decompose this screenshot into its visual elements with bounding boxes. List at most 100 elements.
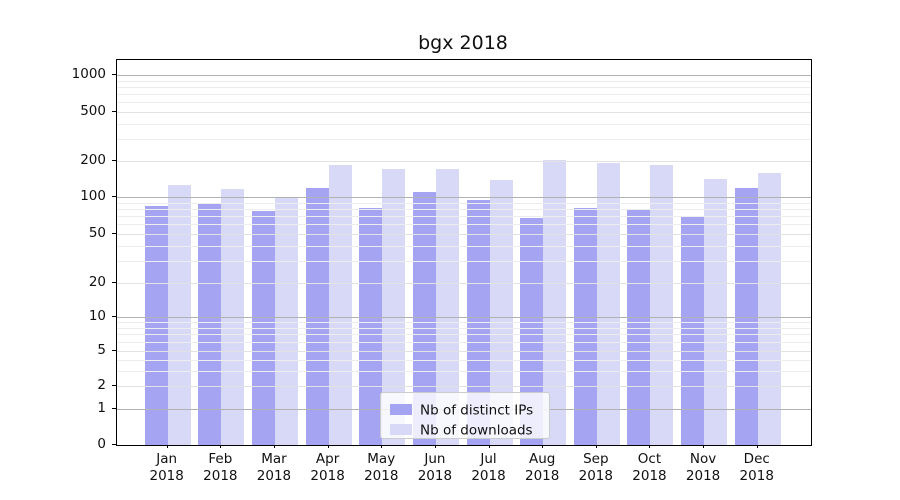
bar-distinct-ips-oct — [627, 208, 651, 445]
x-tick-mark — [649, 444, 651, 448]
bar-distinct-ips-may — [359, 207, 383, 445]
x-tick-year: 2018 — [417, 468, 453, 484]
x-tick-year: 2018 — [524, 468, 560, 484]
bar-distinct-ips-jan — [144, 205, 168, 445]
bar-downloads-oct — [650, 165, 674, 445]
y-tick-label: 500 — [80, 103, 106, 119]
x-tick-year: 2018 — [685, 468, 721, 484]
bar-distinct-ips-feb — [198, 203, 222, 445]
x-tick-mark — [327, 444, 329, 448]
gridline — [117, 216, 811, 218]
gridline — [117, 139, 811, 141]
x-tick-month: Apr — [315, 451, 340, 467]
bar-distinct-ips-apr — [305, 187, 329, 445]
bar-distinct-ips-dec — [734, 187, 758, 445]
x-tick-label-sep: Sep 2018 — [556, 451, 636, 485]
legend-entry-distinct-ips: Nb of distinct IPs — [390, 400, 549, 419]
gridline — [117, 316, 811, 318]
x-tick-label-nov: Nov 2018 — [663, 451, 743, 485]
x-tick-month: Aug — [528, 451, 556, 467]
bars-layer — [117, 60, 811, 445]
x-tick-mark — [488, 444, 490, 448]
y-tick-label: 0 — [97, 436, 106, 452]
x-tick-mark — [703, 444, 705, 448]
gridline — [117, 322, 811, 324]
x-tick-month: Dec — [743, 451, 770, 467]
gridline — [117, 233, 811, 235]
x-tick-label-dec: Dec 2018 — [717, 451, 797, 485]
y-tick-mark — [112, 444, 116, 445]
x-tick-label-aug: Aug 2018 — [502, 451, 582, 485]
y-tick-label: 10 — [88, 307, 106, 324]
y-tick-label: 50 — [88, 224, 106, 241]
y-tick-label: 2 — [97, 377, 106, 394]
y-tick-label: 200 — [80, 151, 106, 168]
x-tick-label-apr: Apr 2018 — [288, 451, 368, 485]
bar-downloads-may — [382, 168, 406, 445]
gridline — [117, 160, 811, 162]
y-tick-label: 1 — [97, 400, 106, 416]
bar-distinct-ips-nov — [681, 216, 705, 445]
gridline — [117, 94, 811, 96]
legend-swatch-distinct-ips — [390, 404, 412, 415]
x-tick-month: Jul — [480, 451, 497, 467]
y-tick-label: 20 — [88, 273, 106, 290]
x-tick-month: Feb — [208, 451, 233, 467]
gridline — [117, 112, 811, 113]
x-tick-year: 2018 — [310, 468, 345, 484]
legend-label-downloads: Nb of downloads — [420, 422, 533, 439]
gridline — [117, 75, 811, 76]
gridline — [117, 359, 811, 361]
gridline — [117, 327, 811, 329]
x-tick-year: 2018 — [632, 468, 667, 484]
x-tick-month: Sep — [583, 451, 609, 467]
x-tick-month: Mar — [261, 451, 287, 467]
bar-downloads-nov — [704, 179, 728, 445]
gridline — [117, 102, 811, 104]
y-tick-mark — [112, 159, 116, 161]
x-tick-label-jan: Jan 2018 — [127, 451, 207, 485]
y-tick-mark — [112, 232, 116, 234]
x-tick-label-mar: Mar 2018 — [234, 451, 314, 485]
gridline — [117, 386, 811, 388]
legend-entry-downloads: Nb of downloads — [390, 420, 549, 439]
x-tick-mark — [542, 444, 544, 448]
gridline — [117, 202, 811, 204]
bar-downloads-aug — [543, 159, 567, 445]
gridline — [117, 86, 811, 88]
x-tick-mark — [756, 444, 758, 448]
gridline — [117, 245, 811, 247]
bar-downloads-jun — [435, 169, 459, 445]
x-tick-mark — [434, 444, 436, 448]
x-tick-month: Oct — [637, 451, 662, 467]
bar-distinct-ips-aug — [520, 217, 544, 445]
bar-distinct-ips-sep — [573, 207, 597, 445]
x-tick-month: Jan — [156, 451, 178, 467]
bar-downloads-sep — [596, 162, 620, 445]
x-tick-month: May — [367, 451, 396, 467]
gridline — [117, 224, 811, 226]
x-tick-mark — [273, 444, 275, 448]
gridline — [117, 342, 811, 344]
x-tick-mark — [220, 444, 222, 448]
y-tick-mark — [112, 349, 116, 351]
bar-downloads-apr — [328, 165, 352, 445]
legend-label-distinct-ips: Nb of distinct IPs — [420, 402, 534, 419]
x-tick-mark — [381, 444, 383, 448]
bar-downloads-jan — [167, 185, 191, 445]
x-tick-year: 2018 — [739, 468, 774, 484]
x-tick-month: Nov — [689, 451, 717, 467]
gridline — [117, 334, 811, 336]
x-tick-year: 2018 — [578, 468, 613, 484]
y-tick-mark — [112, 408, 116, 409]
y-tick-mark — [112, 74, 116, 75]
x-tick-month: Jun — [424, 451, 446, 467]
legend: Nb of distinct IPs Nb of downloads — [380, 392, 550, 439]
gridline — [117, 350, 811, 352]
legend-swatch-downloads — [390, 424, 412, 435]
x-tick-label-jul: Jul 2018 — [449, 451, 529, 485]
gridline — [117, 370, 811, 372]
y-tick-mark — [112, 315, 116, 317]
x-tick-mark — [166, 444, 168, 448]
x-tick-year: 2018 — [364, 468, 399, 484]
